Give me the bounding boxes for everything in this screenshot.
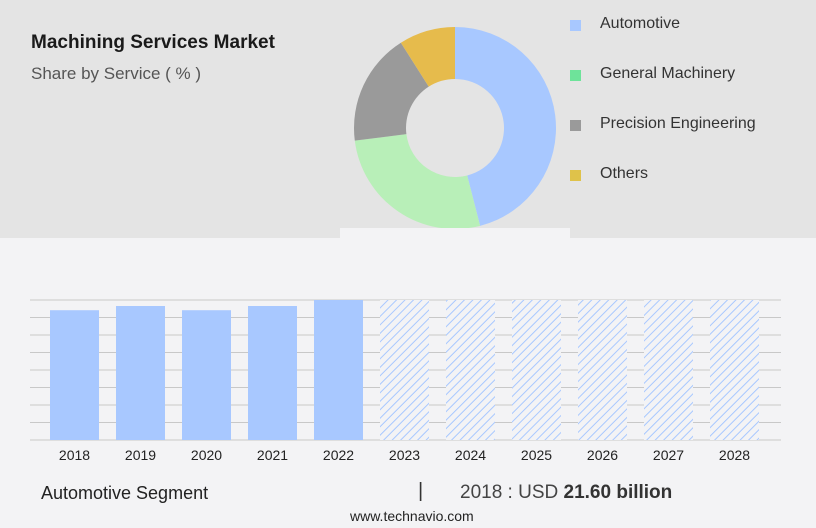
legend-label: Automotive xyxy=(600,15,681,32)
donut-slice-others xyxy=(400,26,455,87)
x-tick-label: 2020 xyxy=(191,447,222,463)
donut-slice-automotive xyxy=(455,27,556,226)
x-tick-label: 2028 xyxy=(719,447,750,463)
value-label: 21.60 billion xyxy=(563,482,673,503)
legend-item: Precision Engineering xyxy=(570,115,810,137)
x-tick-label: 2027 xyxy=(653,447,684,463)
x-tick-label: 2026 xyxy=(587,447,618,463)
x-tick-label: 2021 xyxy=(257,447,288,463)
legend-swatch xyxy=(570,70,581,81)
donut-chart xyxy=(340,26,570,238)
separator: | xyxy=(418,480,424,502)
segment-label: Automotive Segment xyxy=(41,483,209,503)
x-tick-label: 2019 xyxy=(125,447,156,463)
chart-title: Machining Services Market xyxy=(31,32,275,53)
donut-slice-general-machinery xyxy=(354,134,481,230)
segment-value: 2018 : USD 21.60 billion xyxy=(460,482,672,504)
x-tick-label: 2023 xyxy=(389,447,420,463)
chart-subtitle: Share by Service ( % ) xyxy=(31,64,202,83)
panel-edge xyxy=(340,228,570,238)
legend-label: Others xyxy=(600,165,649,182)
bar-2019 xyxy=(116,306,165,440)
bar-2022 xyxy=(314,300,363,440)
bar-2021 xyxy=(248,306,297,440)
legend-label: Precision Engineering xyxy=(600,115,756,132)
bar-2026 xyxy=(578,300,627,440)
legend-swatch xyxy=(570,20,581,31)
legend-item: General Machinery xyxy=(570,65,810,87)
legend-swatch xyxy=(570,120,581,131)
x-tick-label: 2024 xyxy=(455,447,486,463)
bar-chart: 2018 2019 2020 2021 2022 2023 2024 2025 2026 2027… xyxy=(30,299,781,463)
legend-item: Automotive xyxy=(570,15,810,37)
bar-2027 xyxy=(644,300,693,440)
bar-2025 xyxy=(512,300,561,440)
bar-2023 xyxy=(380,300,429,440)
bar-2024 xyxy=(446,300,495,440)
legend-label: General Machinery xyxy=(600,65,736,82)
legend-swatch xyxy=(570,170,581,181)
x-tick-label: 2025 xyxy=(521,447,552,463)
x-tick-label: 2018 xyxy=(59,447,90,463)
legend: Automotive General Machinery Precision E… xyxy=(570,0,810,200)
source-url[interactable]: www.technavio.com xyxy=(350,508,474,524)
year-label: 2018 : USD xyxy=(460,482,559,503)
legend-item: Others xyxy=(570,165,810,187)
bar-2028 xyxy=(710,300,759,440)
donut-slice-precision-engineering xyxy=(354,42,429,141)
bar-2018 xyxy=(50,310,99,440)
bar-2020 xyxy=(182,310,231,440)
x-tick-label: 2022 xyxy=(323,447,354,463)
